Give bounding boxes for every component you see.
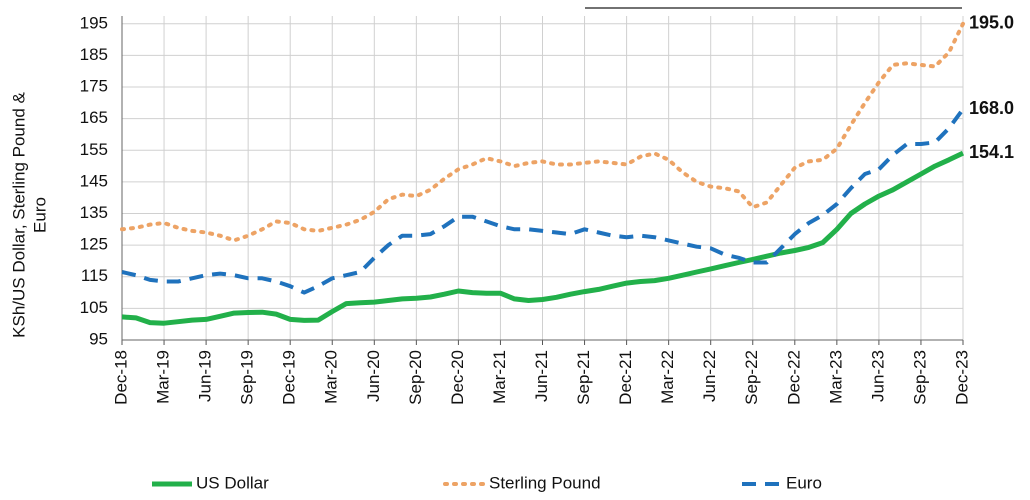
y-tick-label: 165	[80, 108, 108, 127]
legend-label: US Dollar	[196, 473, 269, 492]
x-tick-label: Jun-19	[196, 350, 215, 402]
x-tick-label: Jun-22	[700, 350, 719, 402]
y-tick-label: 95	[89, 329, 108, 348]
series-line	[121, 150, 965, 326]
x-tick-label: Mar-19	[154, 350, 173, 404]
y-tick-label: 135	[80, 203, 108, 222]
x-tick-label: Sep-19	[238, 350, 257, 405]
x-tick-label: Sep-21	[574, 350, 593, 405]
series-line	[121, 108, 965, 295]
x-tick-label: Dec-20	[448, 350, 467, 405]
x-tick-label: Jun-20	[364, 350, 383, 402]
x-tick-label: Dec-23	[952, 350, 971, 405]
y-tick-label: 145	[80, 171, 108, 190]
x-tick-label: Dec-21	[616, 350, 635, 405]
y-tick-label: 195	[80, 13, 108, 32]
legend-label: Sterling Pound	[489, 473, 601, 492]
y-axis-title: KSh/US Dollar, Sterling Pound & Euro	[9, 91, 49, 337]
legend-label: Euro	[786, 473, 822, 492]
y-tick-label: 115	[81, 266, 108, 285]
x-tick-label: Jun-21	[532, 350, 551, 402]
x-tick-label: Mar-20	[322, 350, 341, 404]
value-label: 195.0	[969, 13, 1014, 33]
x-tick-label: Dec-18	[111, 350, 130, 405]
y-tick-label: 125	[80, 235, 108, 254]
value-label: 168.0	[969, 98, 1014, 118]
x-tick-label: Mar-23	[826, 350, 845, 404]
x-tick-label: Jun-23	[868, 350, 887, 402]
x-tick-label: Sep-20	[406, 350, 425, 405]
value-label: 154.1	[969, 142, 1014, 162]
series-line	[120, 21, 965, 243]
y-tick-label: 105	[80, 298, 108, 317]
x-tick-label: Mar-22	[658, 350, 677, 404]
y-axis-title-line: Euro	[30, 197, 49, 233]
x-tick-label: Mar-21	[490, 350, 509, 404]
y-tick-label: 155	[80, 140, 108, 159]
y-tick-label: 185	[80, 45, 108, 64]
y-tick-label: 175	[80, 77, 108, 96]
x-tick-label: Dec-19	[280, 350, 299, 405]
x-tick-label: Sep-23	[910, 350, 929, 405]
x-tick-label: Dec-22	[784, 350, 803, 405]
y-axis-title-line: KSh/US Dollar, Sterling Pound &	[9, 91, 28, 337]
x-tick-label: Sep-22	[742, 350, 761, 405]
